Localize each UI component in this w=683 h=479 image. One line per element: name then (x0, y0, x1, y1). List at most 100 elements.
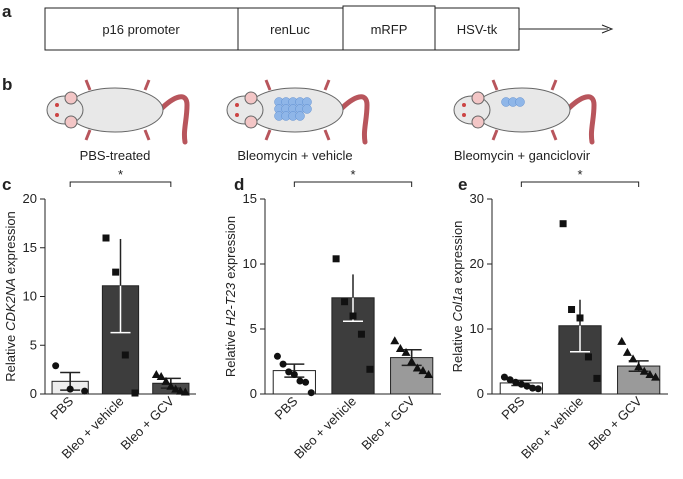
data-point (651, 372, 661, 381)
data-point (576, 314, 584, 322)
leg (264, 129, 331, 141)
construct (44, 5, 614, 51)
data-point (617, 336, 627, 345)
ear (471, 115, 485, 129)
data-point (506, 376, 514, 384)
data-point (568, 306, 576, 313)
data-point (418, 366, 428, 375)
data-point (307, 389, 315, 397)
cell-signal (302, 104, 312, 114)
data-point (401, 347, 411, 356)
data-point (66, 385, 74, 393)
y-axis-label: Relative H2-T23 expression (223, 216, 238, 377)
eye (235, 103, 239, 107)
y-label-part: expression (3, 211, 18, 274)
y-tick-label: 0 (30, 386, 37, 401)
data-point (290, 371, 298, 378)
data-point (593, 374, 601, 382)
ear (244, 115, 258, 129)
leg (264, 79, 331, 91)
significance-bracket (293, 181, 413, 187)
panel-label: e (458, 175, 467, 194)
y-axis-label: Relative CDK2NA expression (3, 211, 18, 382)
data-point (412, 363, 422, 372)
y-label-part: Relative (223, 330, 238, 377)
data-point (395, 344, 405, 352)
data-point (285, 368, 293, 376)
data-point (523, 382, 531, 390)
y-tick-label: 10 (470, 321, 484, 336)
cell-signal (515, 97, 525, 107)
y-tick-label: 30 (470, 191, 484, 206)
significance-label: * (350, 167, 355, 182)
data-point (500, 373, 508, 381)
data-point (341, 298, 349, 306)
data-point (180, 387, 190, 396)
tail (157, 94, 190, 145)
x-tick-label: Bleo + GCV (585, 393, 645, 453)
y-tick-label: 15 (23, 240, 37, 255)
construct-label: renLuc (270, 22, 310, 37)
eye (235, 113, 239, 117)
data-point (529, 384, 537, 392)
ear (244, 91, 258, 105)
leg (491, 79, 558, 91)
y-label-part: Relative (3, 335, 18, 382)
data-point (121, 351, 129, 359)
data-point (102, 234, 110, 242)
y-axis-label: Relative Col1a expression (450, 221, 465, 373)
data-point (166, 381, 176, 390)
eye (462, 113, 466, 117)
y-tick-label: 10 (243, 256, 257, 271)
y-tick-label: 0 (250, 386, 257, 401)
data-point (628, 354, 638, 363)
data-point (52, 362, 60, 370)
panel-label: d (234, 175, 244, 194)
x-tick-label: PBS (271, 393, 300, 422)
leg (84, 129, 151, 141)
data-point (584, 353, 592, 361)
ear (64, 91, 78, 105)
y-label-part: expression (450, 221, 465, 284)
y-label-part: H2-T23 (223, 282, 238, 326)
ear (64, 115, 78, 129)
data-point (357, 330, 365, 338)
mouse-label: Bleomycin + ganciclovir (454, 148, 591, 163)
y-tick-label: 20 (23, 191, 37, 206)
data-point (517, 380, 525, 388)
data-point (639, 366, 649, 375)
y-label-part: CDK2NA (3, 278, 18, 331)
data-point (156, 371, 166, 380)
y-tick-label: 0 (477, 386, 484, 401)
leg (84, 79, 151, 91)
data-point (424, 370, 434, 378)
data-point (151, 370, 161, 378)
significance-bracket (69, 181, 172, 187)
tail (564, 94, 597, 145)
data-point (332, 255, 340, 263)
data-point (622, 347, 632, 356)
y-tick-label: 5 (250, 321, 257, 336)
mouse-label: PBS-treated (80, 148, 151, 163)
data-point (171, 384, 181, 393)
eye (462, 103, 466, 107)
mouse-label: Bleomycin + vehicle (237, 148, 352, 163)
panel-label: b (2, 75, 12, 94)
data-point (131, 389, 139, 397)
x-tick-label: Bleo + vehicle (291, 394, 359, 462)
significance-label: * (577, 167, 582, 182)
x-tick-label: Bleo + vehicle (518, 394, 586, 462)
panel-label: a (2, 2, 12, 21)
data-point (273, 352, 281, 360)
data-point (366, 365, 374, 373)
data-point (534, 385, 542, 393)
y-tick-label: 5 (30, 337, 37, 352)
data-point (279, 360, 287, 368)
x-tick-label: PBS (498, 393, 527, 422)
x-tick-label: PBS (47, 393, 76, 422)
data-point (81, 387, 89, 395)
data-point (407, 357, 417, 365)
y-label-part: Col1a (450, 287, 465, 321)
mice (46, 79, 597, 145)
